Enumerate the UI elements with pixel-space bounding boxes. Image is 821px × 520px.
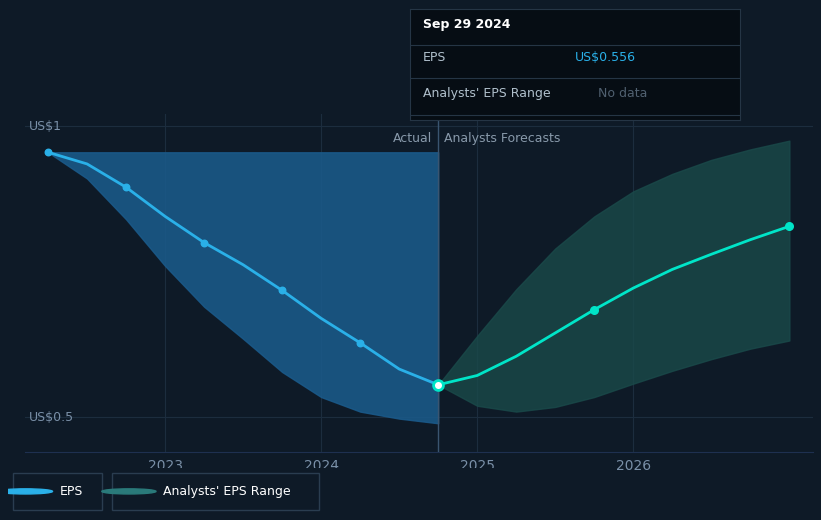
Text: Analysts' EPS Range: Analysts' EPS Range (163, 485, 291, 498)
Text: Sep 29 2024: Sep 29 2024 (423, 18, 511, 31)
Point (276, 286, 289, 294)
Point (354, 339, 367, 347)
Point (120, 183, 133, 191)
Text: No data: No data (598, 86, 647, 99)
Circle shape (0, 489, 53, 494)
Text: US$0.556: US$0.556 (575, 51, 635, 64)
Point (782, 222, 796, 230)
Point (198, 239, 211, 247)
Text: Actual: Actual (392, 132, 432, 145)
Text: EPS: EPS (423, 51, 447, 64)
Text: US$1: US$1 (30, 120, 62, 133)
FancyBboxPatch shape (13, 473, 102, 510)
Circle shape (102, 489, 156, 494)
Point (432, 381, 445, 389)
Point (588, 305, 601, 314)
Text: Analysts Forecasts: Analysts Forecasts (444, 132, 561, 145)
Point (432, 381, 445, 389)
Text: EPS: EPS (60, 485, 83, 498)
Text: Analysts' EPS Range: Analysts' EPS Range (423, 86, 551, 99)
Point (42, 148, 55, 157)
Text: US$0.5: US$0.5 (30, 411, 75, 424)
FancyBboxPatch shape (112, 473, 319, 510)
